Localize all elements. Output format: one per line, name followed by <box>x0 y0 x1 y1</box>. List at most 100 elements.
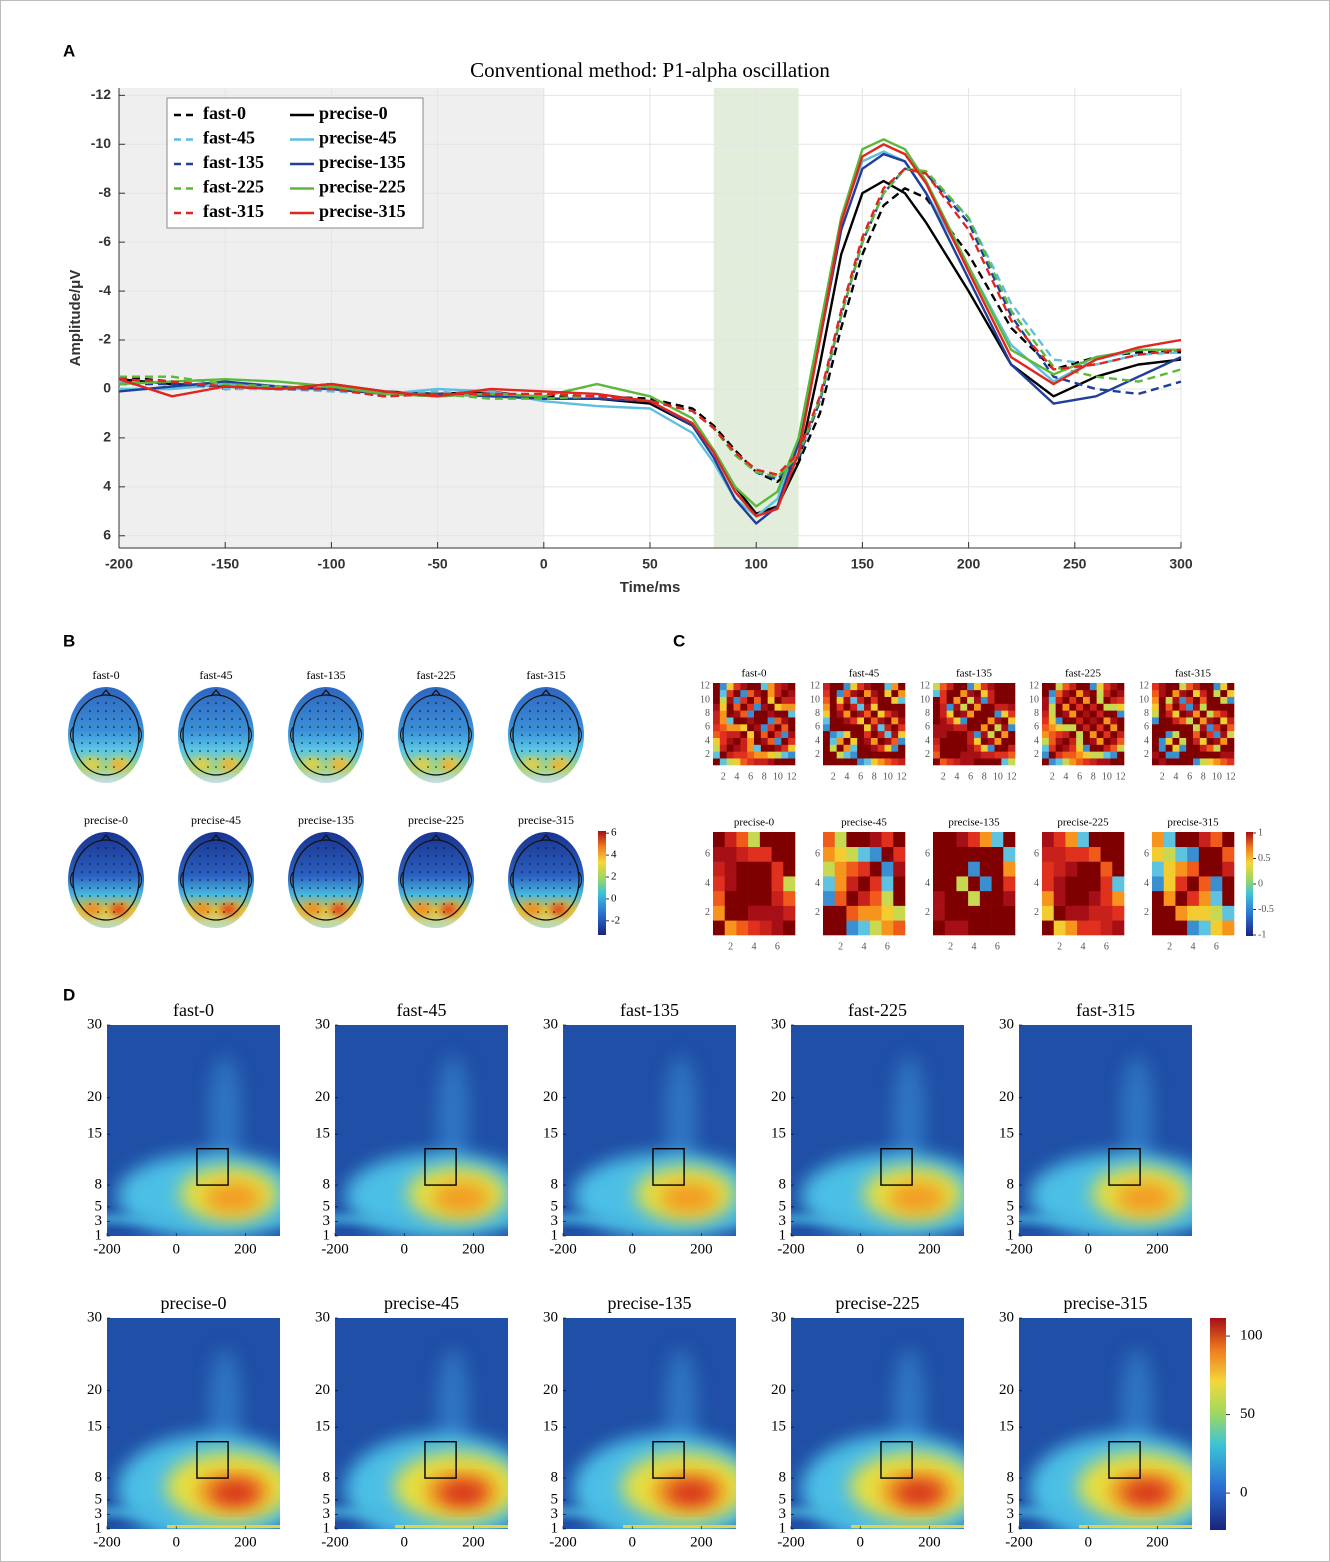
matrix-cell <box>1186 717 1193 724</box>
matrix-cell <box>858 891 870 906</box>
y-tick-label: 6 <box>815 722 820 733</box>
electrode <box>521 863 523 865</box>
matrix-cell <box>1065 876 1077 891</box>
electrode <box>561 710 563 712</box>
matrix-cell <box>974 738 981 745</box>
matrix-cell <box>747 697 754 704</box>
matrix-cell <box>933 891 945 906</box>
matrix-cell <box>1207 710 1214 717</box>
matrix-cell <box>870 876 882 891</box>
matrix-cell <box>1179 717 1186 724</box>
matrix-cell <box>967 745 974 752</box>
electrode <box>349 726 351 728</box>
legend-label: precise-45 <box>319 128 397 148</box>
electrode <box>333 911 335 913</box>
matrix-cell <box>1152 710 1159 717</box>
electrode <box>521 750 523 752</box>
electrode <box>443 871 445 873</box>
electrode <box>191 871 193 873</box>
matrix-cell <box>747 758 754 765</box>
matrix-cell <box>1049 690 1056 697</box>
matrix-cell <box>1069 690 1076 697</box>
matrix-cell <box>968 920 980 935</box>
electrode <box>191 887 193 889</box>
topomap <box>68 832 144 928</box>
electrode <box>223 887 225 889</box>
electrode <box>207 871 209 873</box>
matrix-cell <box>734 724 741 731</box>
matrix-cell <box>974 745 981 752</box>
matrix-cell <box>761 710 768 717</box>
matrix-cell <box>781 738 788 745</box>
x-tick-label: 100 <box>745 556 769 572</box>
matrix-cell <box>1199 861 1211 876</box>
electrode <box>553 863 555 865</box>
electrode <box>419 903 421 905</box>
matrix-cell <box>713 710 720 717</box>
electrode <box>129 871 131 873</box>
matrix-cell <box>1003 861 1015 876</box>
matrix-cell <box>956 891 968 906</box>
matrix-cell <box>1065 847 1077 862</box>
matrix-cell <box>1112 876 1124 891</box>
matrix-cell <box>1056 731 1063 738</box>
matrix-cell <box>933 738 940 745</box>
electrode <box>419 758 421 760</box>
electrode <box>427 734 429 736</box>
matrix-cell <box>830 745 837 752</box>
matrix-cell <box>1101 876 1113 891</box>
electrode <box>239 895 241 897</box>
matrix-cell <box>775 704 782 711</box>
electrode <box>451 895 453 897</box>
y-tick-label: 30 <box>543 1016 558 1032</box>
matrix-cell <box>1090 745 1097 752</box>
electrode <box>231 887 233 889</box>
y-tick-label: 6 <box>1034 848 1039 859</box>
matrix-cell <box>727 710 734 717</box>
electrode <box>529 895 531 897</box>
x-tick-label: 6 <box>748 771 753 782</box>
activation <box>552 761 564 769</box>
matrix-cell <box>864 717 871 724</box>
matrix-cell <box>1152 683 1159 690</box>
matrix-cell <box>1076 704 1083 711</box>
matrix-cell <box>1101 906 1113 921</box>
matrix-cell <box>1069 683 1076 690</box>
matrix-cell <box>734 704 741 711</box>
matrix-cell <box>772 891 784 906</box>
matrix-cell <box>781 745 788 752</box>
electrode <box>569 863 571 865</box>
electrode <box>191 742 193 744</box>
y-tick-label: 30 <box>315 1309 330 1325</box>
electrode <box>537 758 539 760</box>
electrode <box>191 750 193 752</box>
y-tick-label: 15 <box>543 1126 558 1142</box>
y-tick-label: 8 <box>705 708 710 719</box>
matrix-cell <box>761 683 768 690</box>
matrix-cell <box>754 731 761 738</box>
matrix-cell <box>837 683 844 690</box>
matrix-cell <box>754 710 761 717</box>
electrode <box>317 710 319 712</box>
electrode <box>569 871 571 873</box>
legend-label: fast-0 <box>203 103 246 123</box>
electrode <box>529 742 531 744</box>
electrode <box>191 863 193 865</box>
matrix-cell <box>885 704 892 711</box>
electrode <box>129 887 131 889</box>
electrode <box>239 734 241 736</box>
matrix-cell <box>1227 710 1234 717</box>
electrode <box>427 863 429 865</box>
matrix-cell <box>1056 758 1063 765</box>
matrix-cell <box>980 876 992 891</box>
y-tick-label: 15 <box>315 1126 330 1142</box>
matrix-cell <box>1179 697 1186 704</box>
matrix-cell <box>1227 717 1234 724</box>
matrix-cell <box>1186 738 1193 745</box>
y-tick-label: 30 <box>771 1309 786 1325</box>
matrix-cell <box>898 710 905 717</box>
matrix-cell <box>1214 710 1221 717</box>
x-tick-label: 0 <box>856 1534 864 1550</box>
matrix-cell <box>1003 920 1015 935</box>
electrode <box>113 718 115 720</box>
